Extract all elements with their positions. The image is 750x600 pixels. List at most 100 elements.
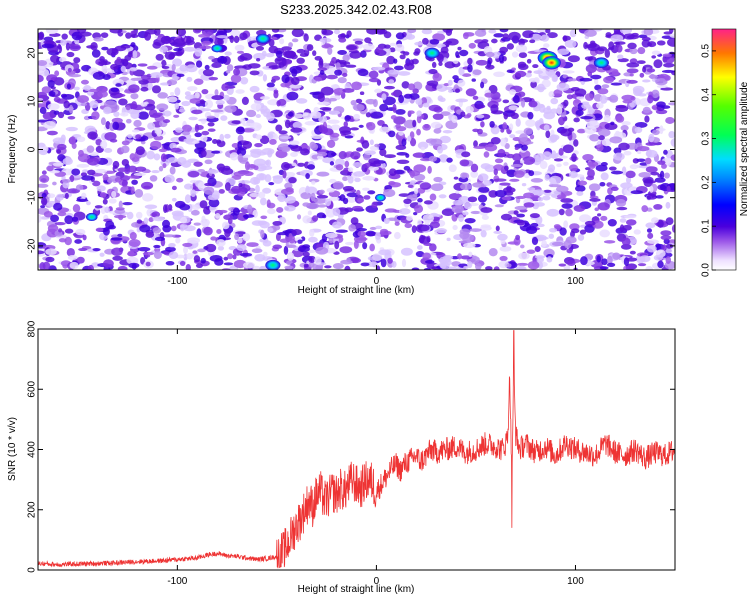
heatmap-cell [200, 257, 206, 264]
heatmap-cell [176, 73, 185, 78]
heatmap-cell [308, 236, 318, 243]
heatmap-cell [127, 250, 135, 257]
heatmap-cell [644, 115, 650, 123]
heatmap-cell [410, 137, 417, 147]
heatmap-cell [537, 196, 544, 202]
heatmap-cell [53, 96, 61, 103]
heatmap-cell [38, 149, 48, 156]
heatmap-cell [363, 195, 371, 200]
heatmap-cell [151, 85, 162, 94]
heatmap-cell [530, 222, 539, 228]
heatmap-cell [610, 186, 619, 191]
heatmap-cell [536, 83, 545, 93]
heatmap-cell [57, 228, 63, 233]
heatmap-cell [475, 263, 482, 270]
heatmap-cell [430, 121, 442, 129]
heatmap-cell [581, 103, 591, 109]
heatmap-cell [53, 110, 60, 115]
heatmap-cell [152, 216, 165, 222]
heatmap-cell [400, 50, 406, 54]
heatmap-cell [73, 57, 81, 64]
heatmap-cell [211, 62, 222, 68]
heatmap-cell [669, 33, 675, 38]
heatmap-cell [87, 264, 94, 270]
heatmap-cell [290, 145, 303, 152]
heatmap-cell [175, 50, 183, 57]
heatmap-cell [397, 71, 411, 76]
heatmap-cell [215, 213, 221, 219]
heatmap-cell [395, 109, 406, 115]
heatmap-cell [562, 70, 575, 74]
heatmap-cell [567, 55, 580, 63]
heatmap-cell [607, 219, 617, 227]
heatmap-cell [362, 242, 368, 250]
heatmap-cell [365, 98, 377, 105]
heatmap-cell [203, 206, 211, 215]
heatmap-cell [335, 229, 348, 233]
heatmap-cell [130, 77, 143, 81]
heatmap-cell [212, 139, 218, 145]
heatmap-cell [448, 193, 462, 201]
heatmap-cell [462, 211, 469, 216]
heatmap-cell [275, 124, 283, 132]
chart-title: S233.2025.342.02.43.R08 [280, 2, 432, 17]
heatmap-cell [497, 233, 508, 241]
heatmap-cell [208, 76, 219, 81]
heatmap-cell [99, 56, 105, 62]
heatmap-cell [45, 248, 57, 256]
heatmap-cell [629, 47, 638, 55]
y-tick-label: 20 [27, 47, 38, 59]
heatmap-cell [500, 213, 513, 221]
heatmap-cell [91, 49, 101, 58]
heatmap-cell [74, 239, 83, 244]
heatmap-cell [211, 95, 224, 101]
heatmap-cell [281, 74, 290, 84]
heatmap-cell [151, 211, 161, 218]
heatmap-cell [188, 116, 198, 121]
heatmap-cell [383, 217, 390, 224]
heatmap-cell [500, 128, 505, 133]
heatmap-cell [438, 154, 449, 163]
heatmap-cell [374, 143, 380, 148]
heatmap-cell [81, 175, 94, 181]
heatmap-cell [340, 259, 353, 265]
heatmap-cell [563, 161, 569, 166]
heatmap-cell [489, 120, 495, 128]
heatmap-cell [207, 128, 216, 132]
heatmap-cell [152, 227, 162, 234]
heatmap-cell [167, 157, 178, 164]
heatmap-cell [513, 170, 525, 178]
heatmap-cell [83, 84, 91, 91]
heatmap-cell [310, 143, 319, 151]
heatmap-cell [493, 168, 498, 176]
heatmap-cell [509, 178, 520, 182]
heatmap-cell [102, 106, 112, 115]
heatmap-cell [331, 221, 343, 229]
heatmap-cell [111, 247, 123, 257]
heatmap-cell [429, 193, 437, 201]
heatmap-cell [493, 71, 505, 78]
heatmap-cell [329, 161, 335, 166]
heatmap-cell [642, 79, 651, 83]
heatmap-cell [113, 111, 120, 118]
heatmap-cell [146, 65, 158, 70]
heatmap-cell [648, 133, 655, 143]
heatmap-cell [159, 45, 169, 53]
heatmap-cell [241, 96, 249, 106]
heatmap-cell [553, 89, 563, 97]
heatmap-cell [69, 43, 81, 52]
heatmap-cell [120, 65, 127, 73]
heatmap-cell [401, 258, 407, 268]
heatmap-cell [463, 242, 476, 249]
heatmap-cell [665, 248, 673, 254]
heatmap-cell [255, 114, 261, 119]
heatmap-cell [518, 265, 526, 270]
heatmap-cell [400, 247, 413, 256]
heatmap-cell [629, 164, 639, 170]
heatmap-cell [589, 195, 599, 199]
heatmap-cell [138, 79, 149, 85]
heatmap-cell [40, 197, 48, 206]
heatmap-cell [176, 177, 184, 183]
heatmap-cell [357, 230, 367, 237]
heatmap-cell [73, 86, 80, 91]
